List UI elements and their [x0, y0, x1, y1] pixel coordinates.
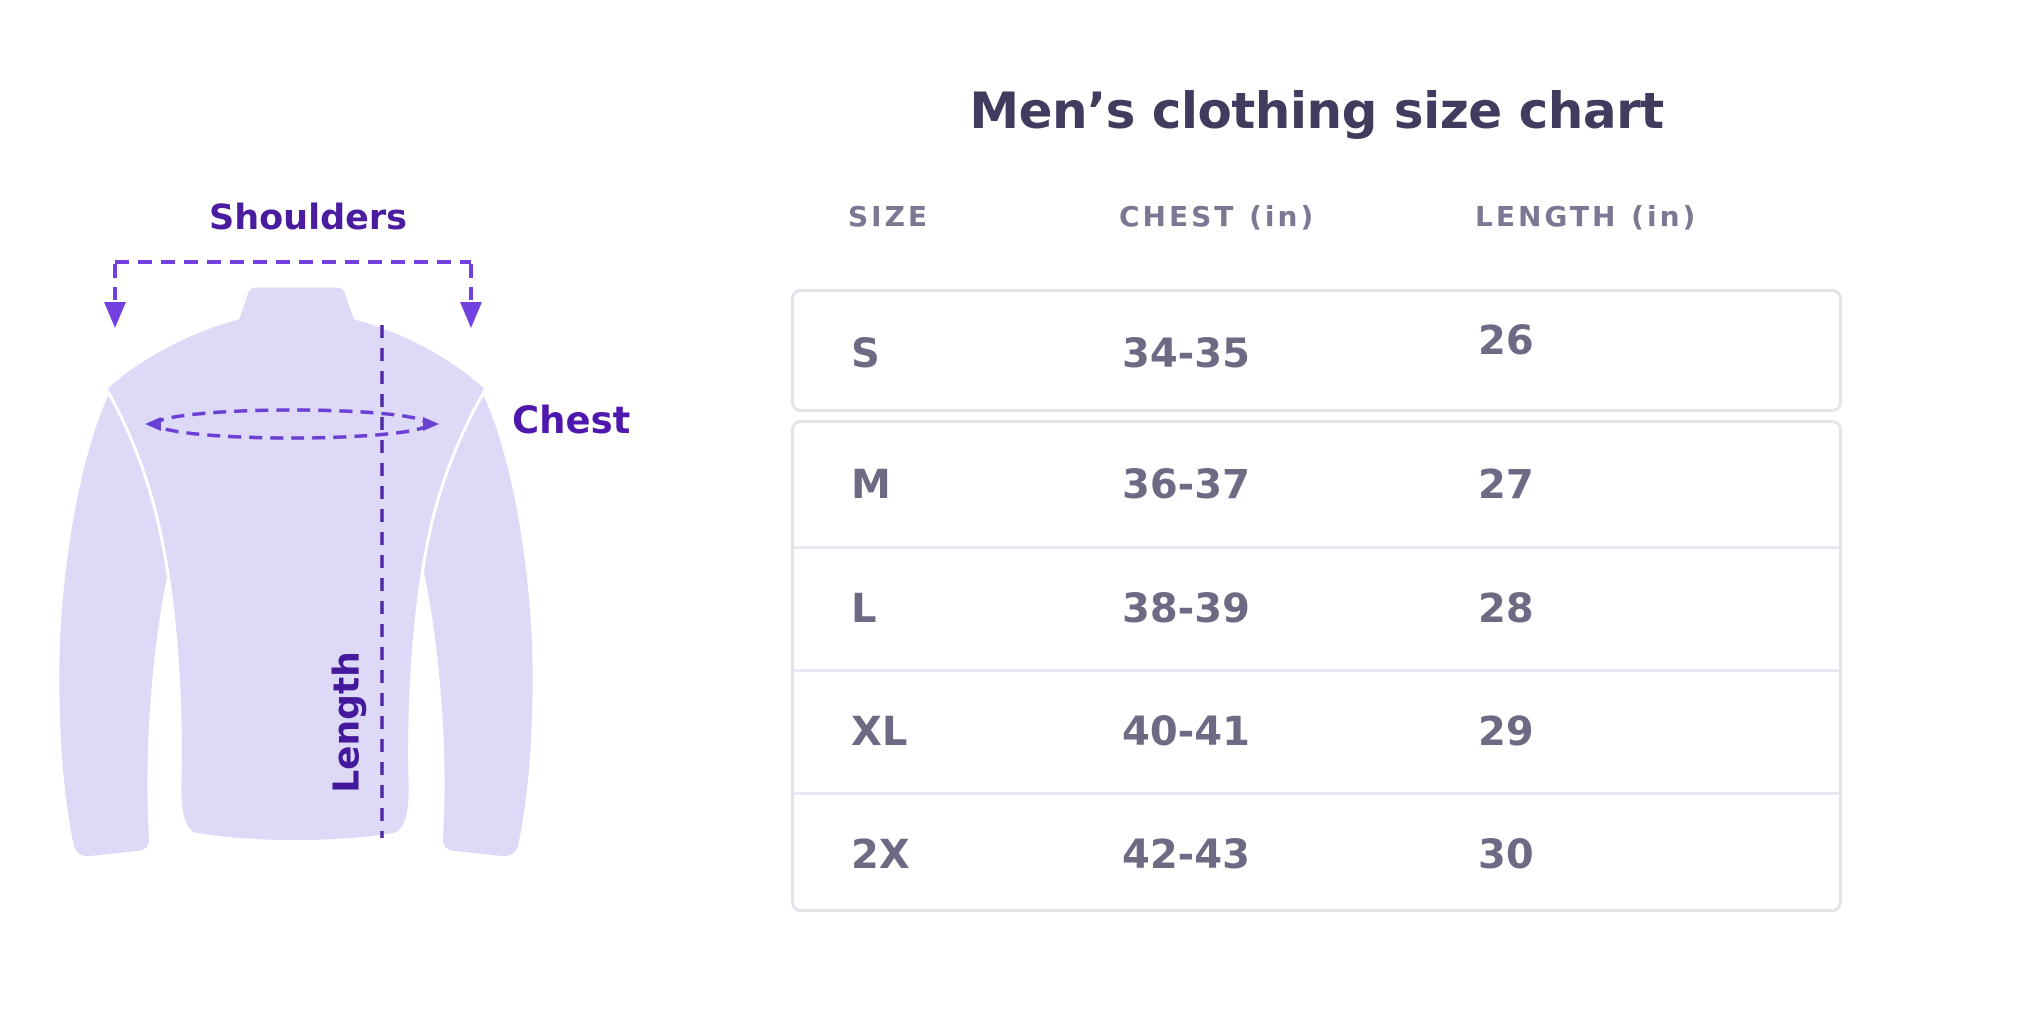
chest-value: 40-41 — [1122, 709, 1250, 755]
size-value: XL — [851, 709, 908, 755]
length-value: 26 — [1478, 317, 1534, 364]
table-row: 2X 42-43 30 — [794, 792, 1839, 915]
chest-value: 36-37 — [1122, 461, 1250, 508]
table-header-row: SIZE CHEST (in) LENGTH (in) — [791, 190, 1842, 242]
shoulders-label: Shoulders — [209, 198, 407, 238]
chest-value: 34-35 — [1122, 330, 1250, 377]
page-title: Men’s clothing size chart — [969, 82, 1664, 140]
size-value: L — [851, 586, 877, 632]
chest-arrow-right — [423, 417, 439, 431]
table-row: M 36-37 27 — [794, 423, 1839, 546]
column-header-chest: CHEST (in) — [1119, 199, 1317, 233]
length-value: 28 — [1478, 586, 1534, 632]
shoulders-measure-bracket — [113, 260, 473, 300]
table-row: L 38-39 28 — [794, 546, 1839, 669]
shirt-illustration — [59, 260, 533, 857]
length-label: Length — [326, 651, 368, 793]
size-value: 2X — [851, 832, 910, 878]
chest-arrow-left — [145, 417, 161, 431]
table-row: XL 40-41 29 — [794, 669, 1839, 792]
length-value: 29 — [1478, 709, 1534, 755]
chest-label: Chest — [512, 399, 631, 442]
length-value: 27 — [1478, 461, 1534, 508]
size-value: S — [851, 330, 880, 377]
size-chart: Men’s clothing size chart SIZE CHEST (in… — [791, 0, 1842, 1020]
table-row: S 34-35 26 — [794, 292, 1839, 415]
shoulders-arrow-right — [460, 302, 482, 328]
chest-value: 42-43 — [1122, 832, 1250, 878]
size-value: M — [851, 461, 891, 508]
shirt-measurement-diagram: Shoulders Chest Length — [0, 0, 700, 1020]
chest-value: 38-39 — [1122, 586, 1250, 632]
table-box-first: S 34-35 26 — [791, 289, 1842, 412]
shoulders-arrow-left — [104, 302, 126, 328]
column-header-length: LENGTH (in) — [1475, 199, 1699, 233]
column-header-size: SIZE — [848, 199, 931, 233]
shirt-torso — [104, 284, 488, 843]
table-box-rest: M 36-37 27 L 38-39 28 XL 40-41 29 2X 42-… — [791, 420, 1842, 912]
length-value: 30 — [1478, 832, 1534, 878]
